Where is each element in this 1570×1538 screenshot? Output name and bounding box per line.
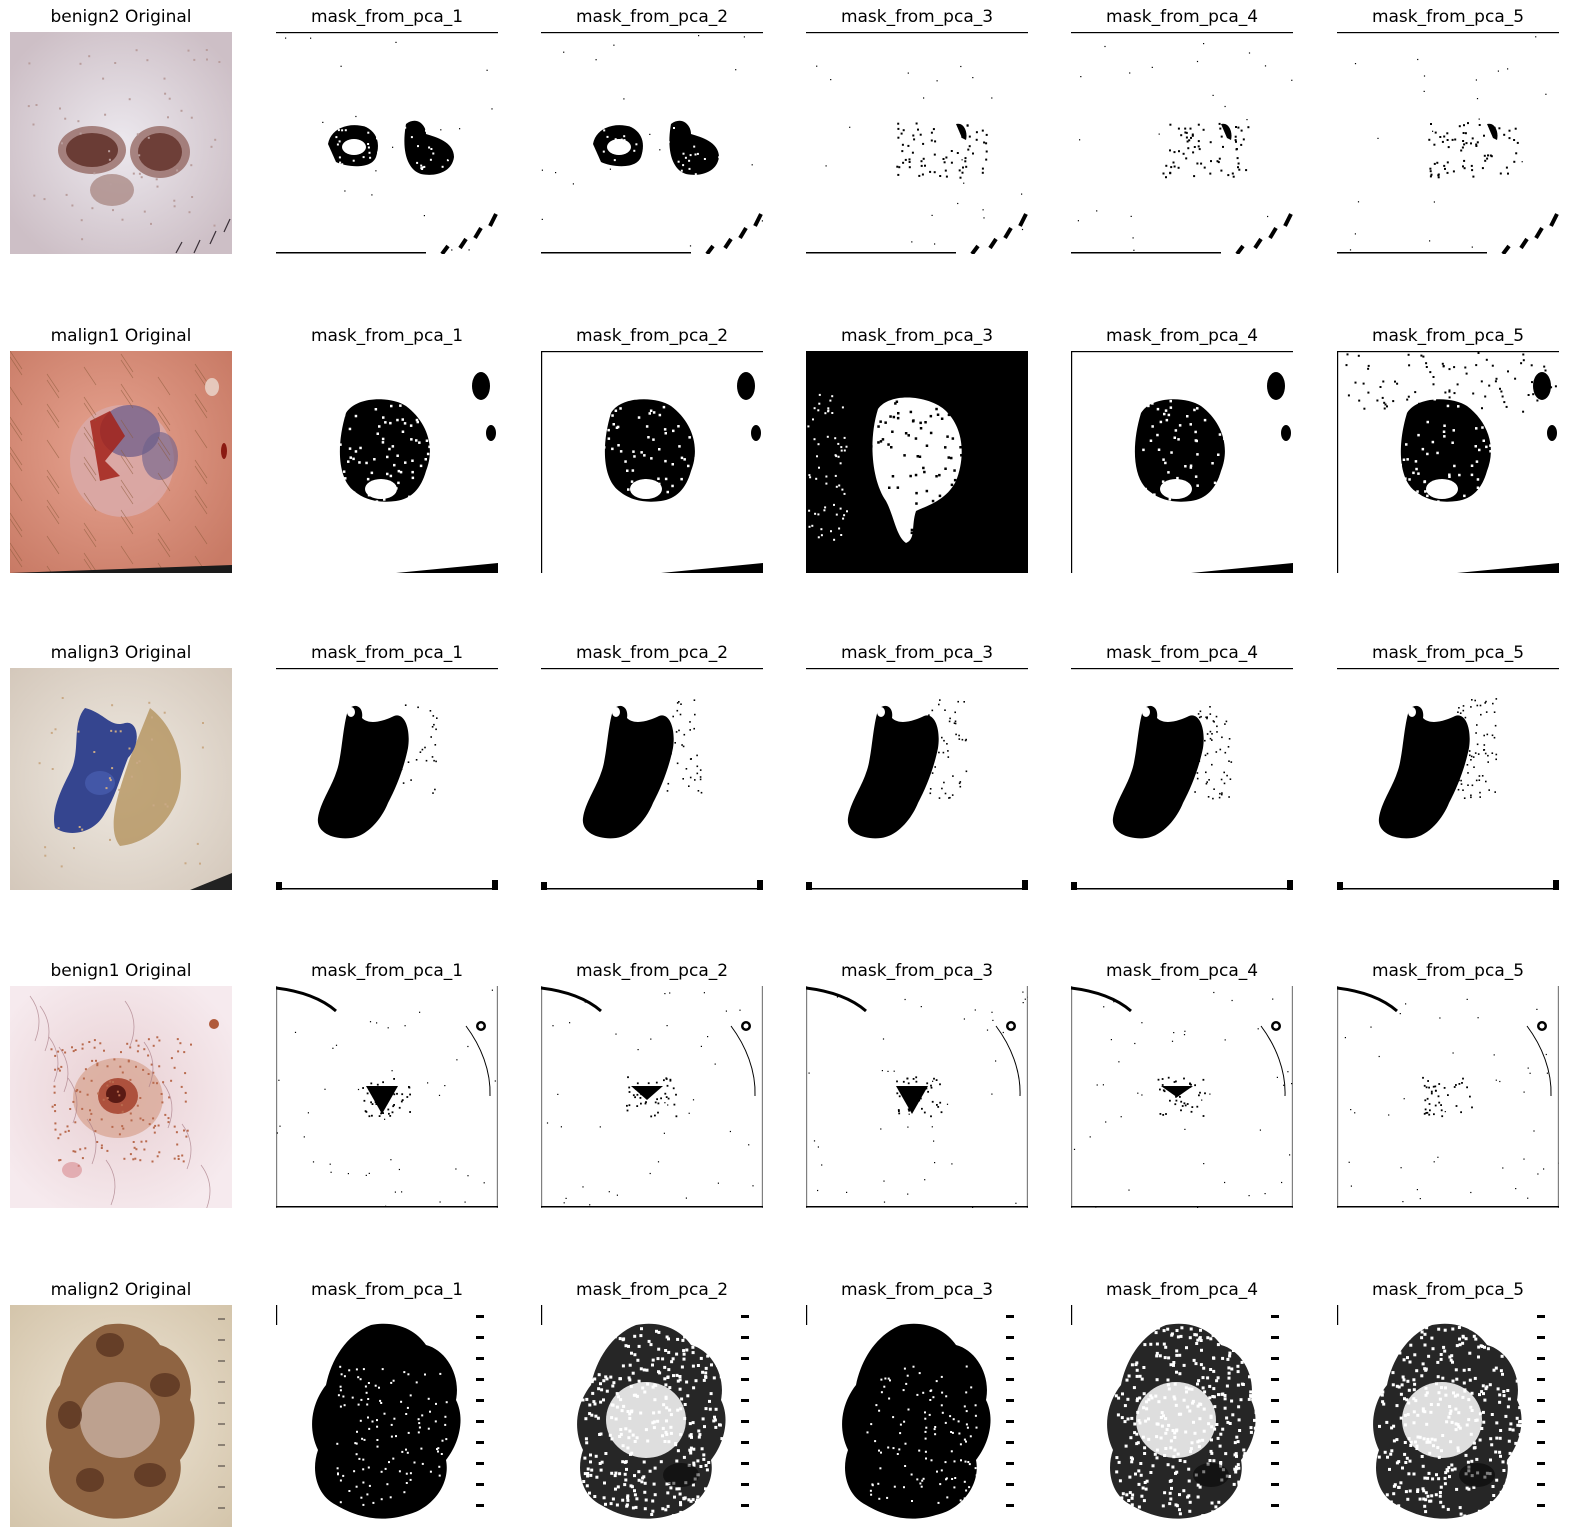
mask-image-graphic xyxy=(541,351,763,573)
mask-image xyxy=(1337,32,1559,254)
panel-title: mask_from_pca_5 xyxy=(1371,961,1525,981)
panel-title: malign3 Original xyxy=(50,643,192,663)
mask-image-graphic xyxy=(276,1305,498,1527)
panel-title: mask_from_pca_4 xyxy=(1105,7,1259,27)
mask-image xyxy=(541,986,763,1208)
panel-title: mask_from_pca_2 xyxy=(575,326,729,346)
panel-title: mask_from_pca_2 xyxy=(575,7,729,27)
mask-image xyxy=(276,1305,498,1527)
panel-title: mask_from_pca_4 xyxy=(1105,961,1259,981)
panel-title: mask_from_pca_4 xyxy=(1105,643,1259,663)
mask-image-graphic xyxy=(806,1305,1028,1527)
panel-title: malign2 Original xyxy=(50,1280,192,1300)
original-image-graphic xyxy=(10,351,232,573)
mask-image-graphic xyxy=(1071,351,1293,573)
original-image-graphic xyxy=(10,1305,232,1527)
original-image xyxy=(10,1305,232,1527)
mask-image-graphic xyxy=(806,351,1028,573)
mask-image xyxy=(806,351,1028,573)
mask-image-graphic xyxy=(806,32,1028,254)
mask-image xyxy=(276,668,498,890)
mask-image-graphic xyxy=(541,668,763,890)
original-image xyxy=(10,986,232,1208)
mask-image-graphic xyxy=(1337,32,1559,254)
panel-title: mask_from_pca_3 xyxy=(840,961,994,981)
mask-image xyxy=(541,668,763,890)
mask-image xyxy=(1071,986,1293,1208)
mask-image xyxy=(806,32,1028,254)
mask-image-graphic xyxy=(1071,668,1293,890)
panel-title: mask_from_pca_3 xyxy=(840,326,994,346)
panel-title: mask_from_pca_2 xyxy=(575,1280,729,1300)
panel-title: mask_from_pca_2 xyxy=(575,961,729,981)
mask-image-graphic xyxy=(1071,32,1293,254)
mask-image xyxy=(1071,668,1293,890)
panel-title: malign1 Original xyxy=(50,326,192,346)
mask-image-graphic xyxy=(1337,668,1559,890)
mask-image xyxy=(276,986,498,1208)
mask-image xyxy=(806,668,1028,890)
mask-image-graphic xyxy=(1071,1305,1293,1527)
mask-image-graphic xyxy=(1337,351,1559,573)
original-image xyxy=(10,351,232,573)
mask-image xyxy=(541,351,763,573)
panel-title: mask_from_pca_5 xyxy=(1371,326,1525,346)
mask-image xyxy=(541,1305,763,1527)
mask-image-graphic xyxy=(1071,986,1293,1208)
original-image-graphic xyxy=(10,986,232,1208)
mask-image xyxy=(806,1305,1028,1527)
panel-title: mask_from_pca_5 xyxy=(1371,643,1525,663)
mask-image xyxy=(1337,668,1559,890)
mask-image-graphic xyxy=(806,668,1028,890)
original-image-graphic xyxy=(10,668,232,890)
original-image-graphic xyxy=(10,32,232,254)
mask-image xyxy=(1071,1305,1293,1527)
mask-image-graphic xyxy=(276,668,498,890)
original-image xyxy=(10,32,232,254)
panel-title: benign2 Original xyxy=(50,7,192,27)
mask-image-graphic xyxy=(276,986,498,1208)
panel-title: mask_from_pca_1 xyxy=(310,961,464,981)
panel-title: mask_from_pca_3 xyxy=(840,1280,994,1300)
mask-image xyxy=(1337,1305,1559,1527)
mask-image xyxy=(806,986,1028,1208)
mask-image xyxy=(1337,351,1559,573)
panel-title: mask_from_pca_5 xyxy=(1371,1280,1525,1300)
panel-title: mask_from_pca_2 xyxy=(575,643,729,663)
original-image xyxy=(10,668,232,890)
mask-image xyxy=(276,351,498,573)
mask-image-graphic xyxy=(1337,1305,1559,1527)
mask-image xyxy=(1071,351,1293,573)
mask-image xyxy=(1071,32,1293,254)
panel-title: mask_from_pca_1 xyxy=(310,1280,464,1300)
mask-image xyxy=(541,32,763,254)
panel-title: mask_from_pca_1 xyxy=(310,643,464,663)
mask-image-graphic xyxy=(541,1305,763,1527)
mask-image-graphic xyxy=(276,351,498,573)
mask-image-graphic xyxy=(806,986,1028,1208)
mask-image-graphic xyxy=(276,32,498,254)
mask-image xyxy=(1337,986,1559,1208)
panel-title: mask_from_pca_3 xyxy=(840,643,994,663)
panel-title: mask_from_pca_1 xyxy=(310,326,464,346)
panel-title: mask_from_pca_1 xyxy=(310,7,464,27)
mask-image-graphic xyxy=(541,986,763,1208)
mask-image-graphic xyxy=(1337,986,1559,1208)
panel-title: mask_from_pca_4 xyxy=(1105,326,1259,346)
mask-image xyxy=(276,32,498,254)
panel-title: mask_from_pca_5 xyxy=(1371,7,1525,27)
panel-title: mask_from_pca_4 xyxy=(1105,1280,1259,1300)
panel-title: benign1 Original xyxy=(50,961,192,981)
mask-image-graphic xyxy=(541,32,763,254)
panel-title: mask_from_pca_3 xyxy=(840,7,994,27)
